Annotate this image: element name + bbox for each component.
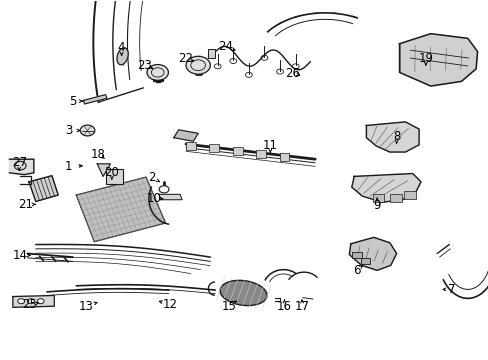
FancyBboxPatch shape — [256, 150, 265, 158]
Polygon shape — [173, 130, 198, 141]
Circle shape — [14, 161, 26, 170]
Text: 8: 8 — [392, 130, 400, 144]
FancyBboxPatch shape — [360, 258, 369, 264]
Polygon shape — [399, 34, 477, 86]
Text: 7: 7 — [447, 283, 454, 296]
Text: 18: 18 — [91, 148, 105, 161]
Ellipse shape — [117, 48, 128, 65]
FancyBboxPatch shape — [209, 144, 219, 152]
Polygon shape — [83, 95, 107, 104]
Polygon shape — [9, 159, 34, 175]
FancyBboxPatch shape — [351, 252, 361, 258]
Polygon shape — [97, 164, 110, 176]
Text: 10: 10 — [146, 192, 162, 205]
FancyBboxPatch shape — [185, 141, 195, 149]
Text: 24: 24 — [218, 40, 233, 53]
Text: 21: 21 — [19, 198, 34, 211]
FancyBboxPatch shape — [404, 191, 415, 199]
Text: 23: 23 — [137, 59, 152, 72]
Circle shape — [27, 299, 34, 304]
Text: 16: 16 — [276, 300, 291, 313]
Circle shape — [159, 186, 168, 193]
Text: 15: 15 — [221, 300, 236, 313]
Text: 2: 2 — [148, 171, 155, 184]
Text: 5: 5 — [69, 95, 77, 108]
Text: 17: 17 — [294, 300, 309, 313]
FancyBboxPatch shape — [207, 49, 215, 58]
Text: 27: 27 — [12, 156, 27, 169]
Polygon shape — [348, 237, 396, 270]
Circle shape — [18, 299, 24, 304]
FancyBboxPatch shape — [372, 194, 384, 202]
Circle shape — [80, 125, 95, 136]
Polygon shape — [29, 176, 58, 202]
Text: 3: 3 — [65, 124, 73, 137]
Text: 11: 11 — [263, 139, 277, 152]
Polygon shape — [13, 296, 54, 307]
Polygon shape — [366, 122, 418, 152]
FancyBboxPatch shape — [105, 169, 122, 184]
Text: 26: 26 — [284, 67, 299, 80]
Text: 9: 9 — [373, 199, 380, 212]
Ellipse shape — [220, 280, 266, 306]
FancyBboxPatch shape — [232, 147, 242, 155]
Polygon shape — [76, 177, 165, 242]
Text: 14: 14 — [13, 249, 28, 262]
Text: 12: 12 — [163, 298, 178, 311]
Text: 1: 1 — [64, 160, 72, 173]
Polygon shape — [159, 194, 182, 200]
FancyBboxPatch shape — [389, 194, 401, 202]
Circle shape — [185, 56, 210, 74]
Circle shape — [147, 64, 168, 80]
Text: 4: 4 — [118, 41, 125, 54]
Text: 13: 13 — [79, 300, 94, 313]
Polygon shape — [351, 174, 420, 202]
Text: 6: 6 — [352, 264, 360, 277]
FancyBboxPatch shape — [279, 153, 289, 161]
Text: 20: 20 — [104, 166, 119, 179]
Text: 22: 22 — [178, 51, 193, 64]
Text: 19: 19 — [418, 51, 432, 64]
Circle shape — [37, 299, 44, 304]
Text: 25: 25 — [22, 298, 37, 311]
